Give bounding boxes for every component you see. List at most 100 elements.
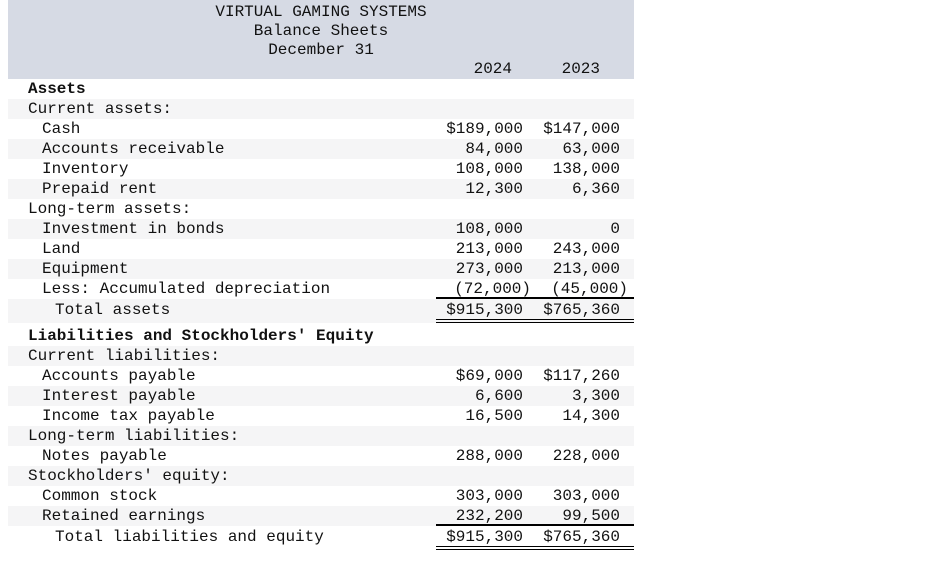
row-amounts: 16,500 14,300 [436, 406, 634, 426]
balance-sheet-row: Total liabilities and equity $915,300 $7… [8, 526, 634, 550]
amount-2024 [436, 346, 528, 366]
row-label: Income tax payable [42, 407, 215, 425]
row-label: Current assets: [28, 100, 173, 118]
row-label: Less: Accumulated depreciation [42, 280, 331, 298]
row-label: Total liabilities and equity [55, 528, 324, 546]
row-label: Long-term assets: [28, 200, 192, 218]
amount-2023: 0 [610, 220, 620, 238]
balance-sheet-row: Prepaid rent 12,300 6,360 [8, 179, 634, 199]
balance-sheet-row: Equipment 273,000 213,000 [8, 259, 634, 279]
statement-header: VIRTUAL GAMING SYSTEMS Balance Sheets De… [8, 0, 634, 79]
balance-sheet-row: Retained earnings 232,200 99,500 [8, 506, 634, 526]
amount-2023: 6,360 [571, 180, 620, 198]
balance-sheet-row: Accounts payable $69,000 $117,260 [8, 366, 634, 386]
row-label: Retained earnings [42, 507, 206, 525]
balance-sheet-row: Investment in bonds 108,000 0 [8, 219, 634, 239]
row-amounts [436, 346, 634, 366]
row-amounts [436, 79, 634, 99]
row-label: Inventory [42, 160, 129, 178]
row-label: Interest payable [42, 387, 196, 405]
amount-2024: $915,300 [446, 528, 523, 546]
amount-2023 [528, 99, 634, 119]
amount-2024: 108,000 [455, 160, 523, 178]
row-label: Current liabilities: [28, 347, 221, 365]
amount-2024: 6,600 [474, 387, 523, 405]
amount-2023: (45,000) [551, 280, 628, 298]
amount-2023: 228,000 [552, 447, 620, 465]
row-label: Total assets [55, 301, 171, 319]
amount-2024: 213,000 [455, 240, 523, 258]
balance-sheet-row: Long-term assets: [8, 199, 634, 219]
row-amounts: (72,000) (45,000) [436, 279, 634, 299]
row-amounts: 108,000 0 [436, 219, 634, 239]
amount-2023 [528, 466, 634, 486]
row-amounts: 303,000 303,000 [436, 486, 634, 506]
amount-2024 [436, 199, 528, 219]
row-label: Common stock [42, 487, 158, 505]
balance-sheet: VIRTUAL GAMING SYSTEMS Balance Sheets De… [8, 0, 634, 553]
amount-2024: 273,000 [455, 260, 523, 278]
amount-2023 [528, 346, 634, 366]
row-amounts [436, 426, 634, 446]
row-label: Prepaid rent [42, 180, 158, 198]
balance-sheet-row: Total assets $915,300 $765,360 [8, 299, 634, 323]
balance-sheet-row: Accounts receivable 84,000 63,000 [8, 139, 634, 159]
amount-2024: 108,000 [455, 220, 523, 238]
amount-2024: 232,200 [455, 507, 523, 525]
balance-sheet-row: Land 213,000 243,000 [8, 239, 634, 259]
balance-sheet-row: Cash $189,000 $147,000 [8, 119, 634, 139]
row-label: Liabilities and Stockholders' Equity [28, 327, 374, 345]
report-date: December 31 [268, 41, 374, 59]
amount-2024 [436, 466, 528, 486]
row-label: Stockholders' equity: [28, 467, 230, 485]
amount-2024: 12,300 [465, 180, 523, 198]
row-amounts: $915,300 $765,360 [436, 526, 634, 550]
amount-2024: $69,000 [455, 367, 523, 385]
row-label: Accounts receivable [42, 140, 225, 158]
balance-sheet-row: Long-term liabilities: [8, 426, 634, 446]
amount-2023: 63,000 [562, 140, 620, 158]
row-label: Equipment [42, 260, 129, 278]
amount-2024: 288,000 [455, 447, 523, 465]
row-label: Accounts payable [42, 367, 196, 385]
balance-sheet-row: Inventory 108,000 138,000 [8, 159, 634, 179]
balance-sheet-row: Current liabilities: [8, 346, 634, 366]
row-amounts: 108,000 138,000 [436, 159, 634, 179]
amount-2023: $147,000 [543, 120, 620, 138]
company-name: VIRTUAL GAMING SYSTEMS [215, 3, 427, 21]
amount-2023 [528, 326, 634, 346]
amount-2023: $765,360 [543, 528, 620, 546]
balance-sheet-row: Assets [8, 79, 634, 99]
amount-2024 [436, 326, 528, 346]
row-amounts: 12,300 6,360 [436, 179, 634, 199]
year-header-2024: 2024 [473, 60, 512, 78]
row-label: Notes payable [42, 447, 167, 465]
balance-sheet-row: Notes payable 288,000 228,000 [8, 446, 634, 466]
amount-2023: $117,260 [543, 367, 620, 385]
amount-2024 [436, 79, 528, 99]
amount-2024 [436, 426, 528, 446]
amount-2024: 303,000 [455, 487, 523, 505]
row-amounts: $69,000 $117,260 [436, 366, 634, 386]
amount-2024: 16,500 [465, 407, 523, 425]
balance-sheet-row: Common stock 303,000 303,000 [8, 486, 634, 506]
row-amounts: 232,200 99,500 [436, 506, 634, 526]
row-amounts: 213,000 243,000 [436, 239, 634, 259]
row-label: Cash [42, 120, 81, 138]
amount-2023 [528, 79, 634, 99]
row-amounts: 288,000 228,000 [436, 446, 634, 466]
amount-2023: 138,000 [552, 160, 620, 178]
row-label: Investment in bonds [42, 220, 225, 238]
amount-2023: 14,300 [562, 407, 620, 425]
amount-2024: $189,000 [446, 120, 523, 138]
row-amounts: 6,600 3,300 [436, 386, 634, 406]
balance-sheet-row: Stockholders' equity: [8, 466, 634, 486]
row-label: Long-term liabilities: [28, 427, 240, 445]
row-amounts [436, 466, 634, 486]
balance-sheet-row: Less: Accumulated depreciation (72,000) … [8, 279, 634, 299]
amount-2024: (72,000) [454, 280, 531, 298]
row-amounts [436, 99, 634, 119]
row-label: Land [42, 240, 81, 258]
amount-2023 [528, 199, 634, 219]
